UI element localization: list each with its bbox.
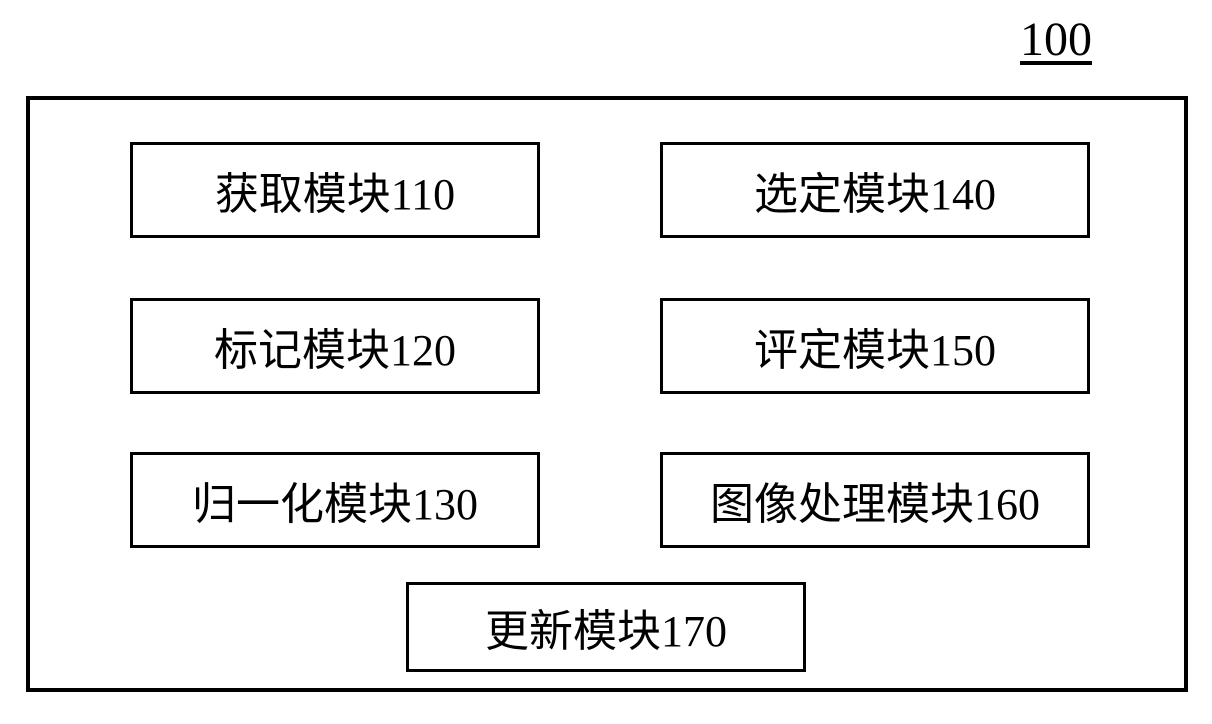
module-select: 选定模块140 bbox=[660, 142, 1090, 238]
module-label: 标记模块120 bbox=[214, 314, 456, 378]
module-mark: 标记模块120 bbox=[130, 298, 540, 394]
module-label: 获取模块110 bbox=[215, 158, 455, 222]
figure-number-label: 100 bbox=[1020, 12, 1092, 67]
module-label: 评定模块150 bbox=[754, 314, 996, 378]
module-label: 图像处理模块160 bbox=[710, 468, 1040, 532]
module-evaluate: 评定模块150 bbox=[660, 298, 1090, 394]
module-label: 选定模块140 bbox=[754, 158, 996, 222]
module-acquire: 获取模块110 bbox=[130, 142, 540, 238]
diagram-canvas: 100 获取模块110 标记模块120 归一化模块130 选定模块140 评定模… bbox=[0, 0, 1212, 724]
module-label: 更新模块170 bbox=[485, 595, 727, 659]
module-label: 归一化模块130 bbox=[192, 468, 478, 532]
module-imageproc: 图像处理模块160 bbox=[660, 452, 1090, 548]
module-normalize: 归一化模块130 bbox=[130, 452, 540, 548]
module-update: 更新模块170 bbox=[406, 582, 806, 672]
